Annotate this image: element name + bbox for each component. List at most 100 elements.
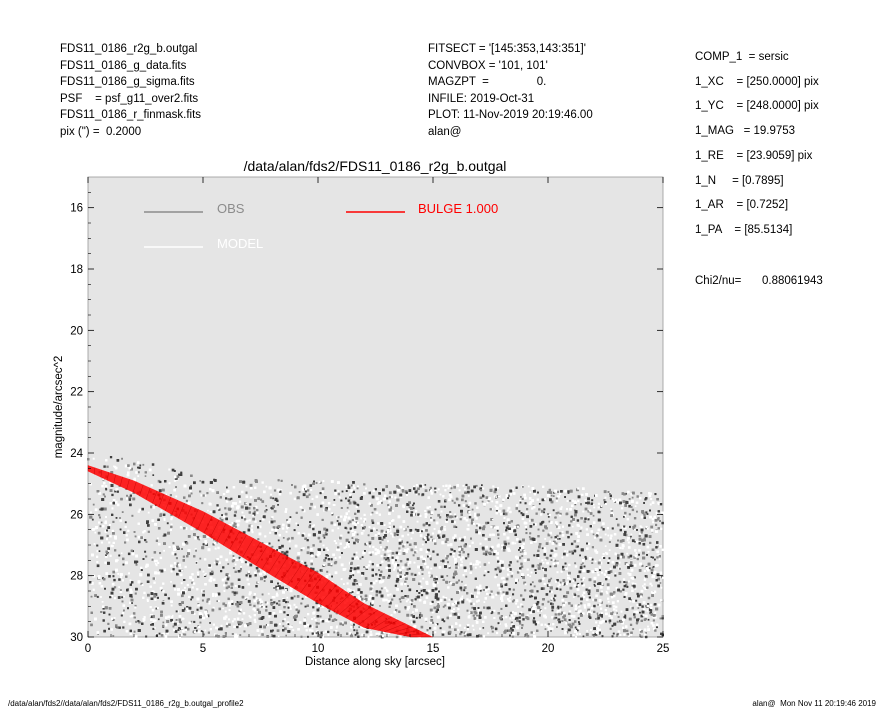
- obs-point: [573, 578, 577, 582]
- obs-point: [289, 607, 292, 610]
- obs-point: [421, 543, 424, 546]
- obs-point: [284, 627, 287, 631]
- obs-point: [412, 554, 415, 557]
- obs-point: [536, 498, 539, 501]
- obs-point: [533, 554, 536, 557]
- obs-point: [579, 612, 582, 615]
- obs-point: [196, 536, 200, 539]
- obs-point: [471, 541, 474, 544]
- obs-point: [292, 629, 295, 632]
- obs-point: [440, 560, 443, 562]
- obs-point: [468, 633, 472, 637]
- obs-point: [470, 489, 474, 493]
- obs-point: [643, 628, 647, 631]
- obs-point: [413, 485, 415, 488]
- obs-point: [271, 516, 274, 519]
- obs-point: [614, 572, 617, 575]
- obs-point: [496, 552, 499, 555]
- obs-point: [526, 634, 530, 638]
- obs-point: [214, 547, 217, 550]
- obs-point: [550, 597, 553, 600]
- obs-point: [150, 505, 153, 509]
- obs-point: [288, 625, 291, 628]
- obs-point: [648, 492, 651, 495]
- obs-point: [159, 569, 161, 572]
- obs-point: [347, 522, 350, 525]
- obs-point: [154, 606, 157, 609]
- obs-point: [199, 480, 201, 482]
- obs-point: [640, 515, 644, 519]
- obs-point: [537, 535, 540, 538]
- obs-point: [455, 566, 458, 569]
- obs-point: [600, 505, 603, 508]
- obs-point: [612, 594, 616, 598]
- obs-point: [319, 540, 322, 543]
- obs-point: [181, 629, 185, 633]
- obs-point: [659, 503, 663, 506]
- obs-point: [94, 508, 98, 512]
- obs-point: [286, 525, 289, 529]
- obs-point: [139, 464, 142, 467]
- obs-point: [655, 511, 659, 515]
- obs-point: [457, 613, 460, 616]
- obs-point: [472, 602, 475, 606]
- obs-point: [379, 564, 382, 567]
- obs-point: [497, 537, 500, 540]
- obs-point: [115, 517, 118, 519]
- obs-point: [112, 635, 115, 637]
- obs-point: [91, 518, 94, 521]
- obs-point: [248, 615, 251, 617]
- obs-point: [191, 581, 194, 584]
- obs-point: [117, 596, 121, 599]
- obs-point: [306, 489, 310, 492]
- obs-point: [461, 556, 464, 559]
- obs-point: [263, 490, 266, 494]
- obs-point: [265, 509, 268, 511]
- obs-point: [308, 525, 311, 529]
- obs-point: [414, 598, 417, 601]
- obs-point: [515, 602, 518, 605]
- obs-point: [484, 553, 488, 556]
- obs-point: [195, 629, 198, 632]
- obs-point: [331, 529, 334, 532]
- obs-point: [200, 630, 203, 632]
- obs-point: [494, 505, 497, 508]
- obs-point: [147, 530, 150, 533]
- obs-point: [650, 498, 653, 501]
- obs-point: [407, 525, 409, 528]
- obs-point: [234, 512, 237, 516]
- obs-point: [507, 542, 510, 545]
- obs-point: [469, 565, 473, 568]
- obs-point: [238, 556, 241, 559]
- obs-point: [113, 465, 115, 468]
- obs-point: [325, 507, 328, 510]
- obs-point: [244, 561, 247, 564]
- obs-point: [562, 567, 565, 571]
- obs-point: [572, 596, 575, 598]
- obs-point: [626, 539, 629, 542]
- obs-point: [559, 493, 562, 496]
- obs-point: [371, 586, 374, 588]
- obs-point: [306, 539, 309, 542]
- obs-point: [353, 553, 356, 556]
- obs-point: [174, 630, 178, 633]
- obs-point: [173, 488, 176, 492]
- obs-point: [267, 592, 270, 595]
- header-mid-line: PLOT: 11-Nov-2019 20:19:46.00: [428, 109, 593, 122]
- obs-point: [617, 615, 620, 618]
- obs-point: [421, 568, 424, 571]
- obs-point: [636, 592, 639, 596]
- obs-point: [493, 534, 495, 536]
- obs-point: [650, 571, 653, 574]
- obs-point: [592, 503, 595, 506]
- obs-point: [92, 588, 95, 591]
- obs-point: [572, 525, 574, 528]
- obs-point: [475, 563, 478, 566]
- obs-point: [615, 518, 618, 520]
- obs-point: [194, 548, 197, 551]
- obs-point: [460, 631, 463, 634]
- obs-point: [154, 559, 157, 563]
- obs-point: [406, 563, 409, 566]
- obs-point: [184, 565, 187, 569]
- obs-point: [183, 496, 186, 499]
